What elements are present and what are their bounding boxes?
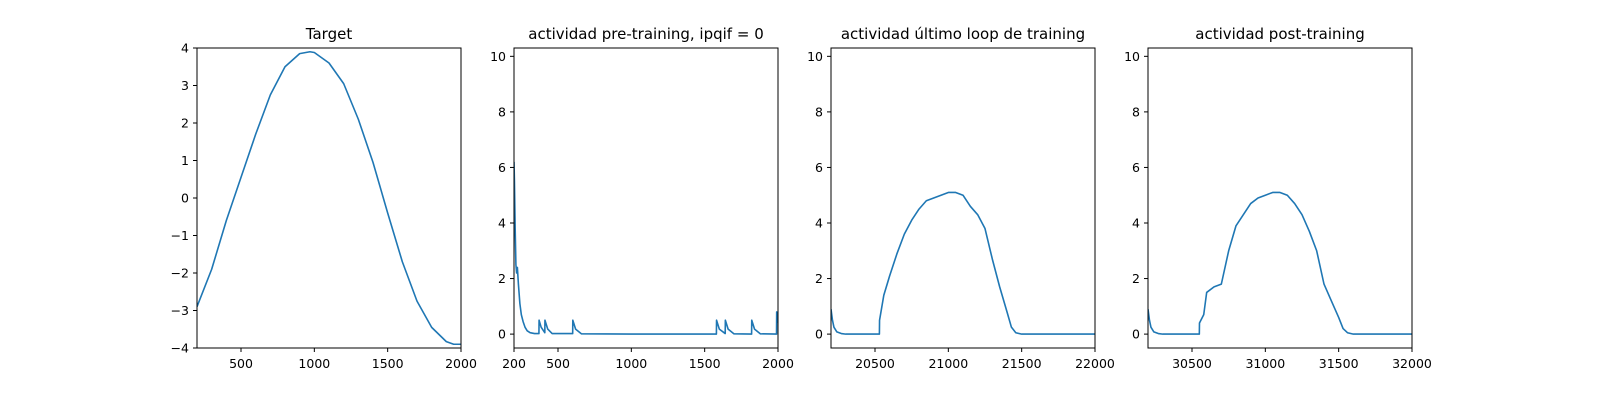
y-tick-label: 2 <box>498 271 506 286</box>
y-tick-label: 10 <box>490 49 506 64</box>
plot-frame <box>196 47 462 349</box>
x-tick-label: 1000 <box>615 356 647 371</box>
panel-target: Target 500 1000 1500 2000 −4 −3 −2 −1 0 1 2 3 4 <box>171 25 477 371</box>
x-tick-label: 20500 <box>855 356 895 371</box>
y-tick-label: 0 <box>181 191 189 206</box>
y-tick-label: −2 <box>171 266 189 281</box>
x-tick-label: 1500 <box>689 356 721 371</box>
x-tick-label: 21000 <box>928 356 968 371</box>
x-tick-label: 1500 <box>372 356 404 371</box>
y-tick-label: 0 <box>1132 327 1140 342</box>
x-tick-label: 200 <box>502 356 526 371</box>
y-tick-label: 1 <box>181 153 189 168</box>
x-tick-label: 2000 <box>445 356 477 371</box>
y-tick-label: 2 <box>815 271 823 286</box>
plot-frame <box>830 47 1096 349</box>
y-tick-label: 6 <box>815 160 823 175</box>
chart-title: actividad post-training <box>1195 25 1364 43</box>
x-tick-label: 2000 <box>762 356 794 371</box>
y-tick-label: 4 <box>498 216 506 231</box>
y-tick-label: 4 <box>1132 216 1140 231</box>
y-tick-label: 8 <box>1132 104 1140 119</box>
y-tick-label: 6 <box>1132 160 1140 175</box>
y-tick-label: 4 <box>815 216 823 231</box>
chart-title: Target <box>305 25 353 43</box>
y-tick-label: 6 <box>498 160 506 175</box>
panel-last-training-loop: actividad último loop de training 20500 2… <box>807 25 1115 371</box>
series-line <box>514 161 778 335</box>
y-tick-label: −1 <box>171 228 189 243</box>
y-tick-label: 10 <box>1124 49 1140 64</box>
y-tick-label: 10 <box>807 49 823 64</box>
x-tick-label: 1000 <box>298 356 330 371</box>
chart-title: actividad último loop de training <box>841 25 1085 43</box>
y-tick-label: −3 <box>171 303 189 318</box>
series-line <box>1148 191 1412 335</box>
x-tick-label: 31500 <box>1319 356 1359 371</box>
y-tick-label: −4 <box>171 341 189 356</box>
y-tick-label: 2 <box>181 116 189 131</box>
y-tick-label: 8 <box>815 104 823 119</box>
y-tick-label: 2 <box>1132 271 1140 286</box>
x-tick-label: 31000 <box>1245 356 1285 371</box>
x-tick-label: 30500 <box>1172 356 1212 371</box>
series-line <box>831 191 1095 335</box>
panel-post-training: actividad post-training 30500 31000 31500 3… <box>1124 25 1432 371</box>
x-tick-label: 500 <box>546 356 570 371</box>
y-tick-label: 3 <box>181 78 189 93</box>
chart-title: actividad pre-training, ipqif = 0 <box>528 25 764 43</box>
plot-frame <box>1147 47 1413 349</box>
panel-pre-training: actividad pre-training, ipqif = 0 200 500… <box>490 25 794 371</box>
x-tick-label: 22000 <box>1075 356 1115 371</box>
x-tick-label: 500 <box>229 356 253 371</box>
series-line <box>197 50 461 346</box>
y-tick-label: 8 <box>498 104 506 119</box>
x-tick-label: 32000 <box>1392 356 1432 371</box>
y-tick-label: 0 <box>498 327 506 342</box>
y-tick-label: 4 <box>181 41 189 56</box>
plot-frame <box>513 47 779 349</box>
x-tick-label: 21500 <box>1002 356 1042 371</box>
y-tick-label: 0 <box>815 327 823 342</box>
